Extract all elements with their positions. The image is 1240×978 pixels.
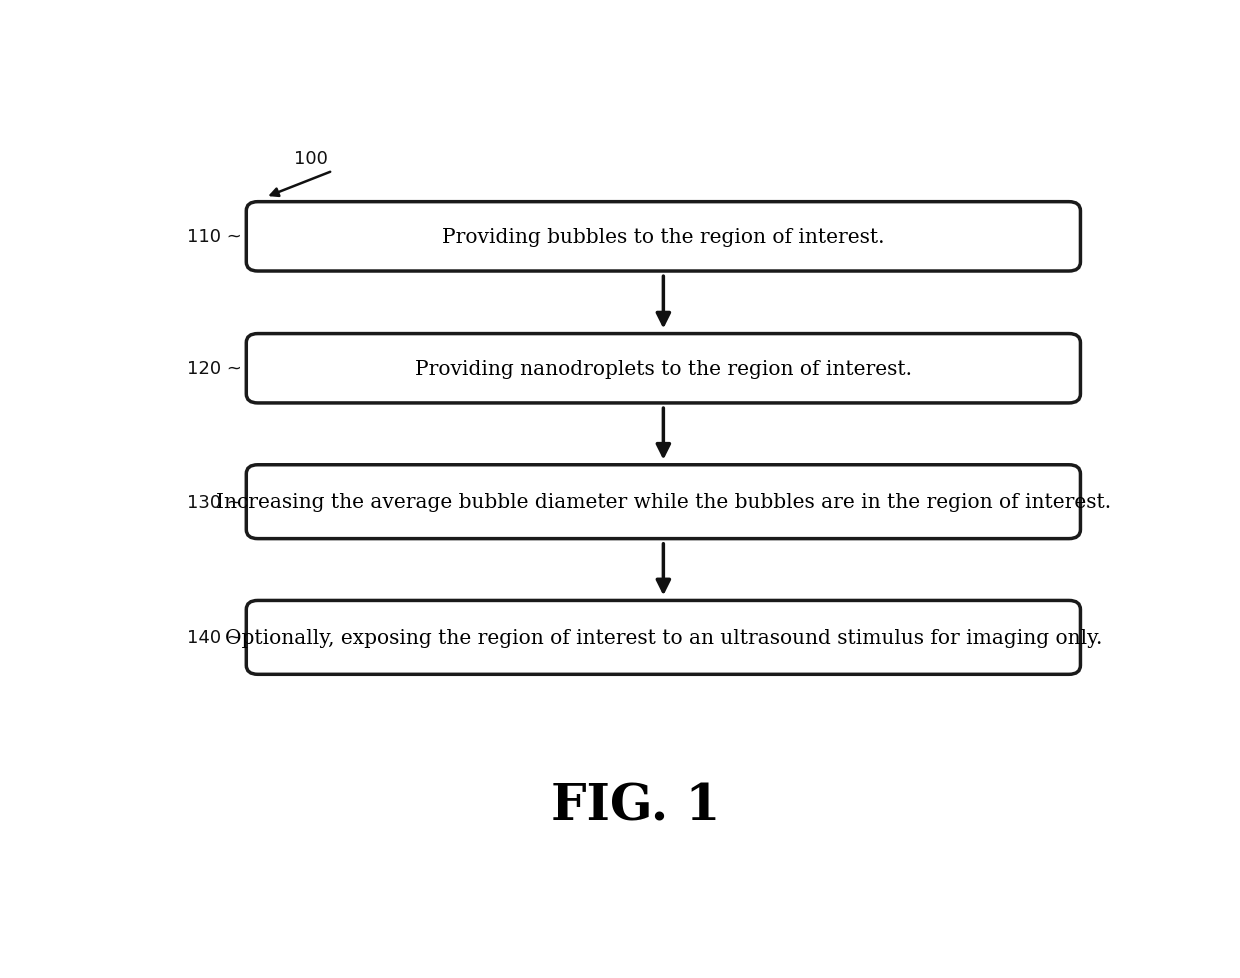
Text: 100: 100 <box>294 150 329 168</box>
FancyBboxPatch shape <box>247 600 1080 675</box>
Text: 110 ~: 110 ~ <box>187 228 242 246</box>
Text: FIG. 1: FIG. 1 <box>551 782 720 831</box>
Text: 130 ~: 130 ~ <box>186 493 242 511</box>
FancyBboxPatch shape <box>247 202 1080 272</box>
Text: Optionally, exposing the region of interest to an ultrasound stimulus for imagin: Optionally, exposing the region of inter… <box>224 628 1102 647</box>
Text: 120 ~: 120 ~ <box>186 360 242 378</box>
FancyBboxPatch shape <box>247 334 1080 404</box>
Text: Providing bubbles to the region of interest.: Providing bubbles to the region of inter… <box>443 228 884 246</box>
FancyBboxPatch shape <box>247 466 1080 539</box>
Text: Providing nanodroplets to the region of interest.: Providing nanodroplets to the region of … <box>415 359 911 378</box>
Text: 140 ~: 140 ~ <box>186 629 242 646</box>
Text: Increasing the average bubble diameter while the bubbles are in the region of in: Increasing the average bubble diameter w… <box>216 493 1111 511</box>
